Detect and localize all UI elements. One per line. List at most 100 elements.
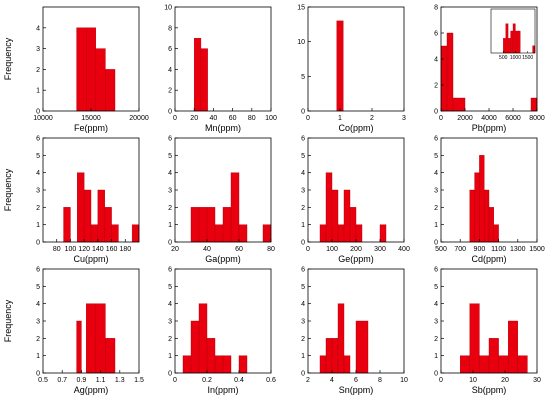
y-tick-label: 5 bbox=[434, 284, 438, 291]
histogram-bar bbox=[97, 189, 105, 243]
y-tick-label: 1 bbox=[301, 353, 305, 360]
y-tick-label: 2 bbox=[434, 336, 438, 343]
y-tick-label: 0 bbox=[434, 109, 438, 116]
chart-panel-sbppm: 0 10 20 30 0 1 2 3 4 5 6 Sb(ppm) bbox=[434, 267, 541, 396]
y-tick-label: 6 bbox=[434, 267, 438, 274]
y-tick-label: 5 bbox=[434, 153, 438, 160]
x-tick-label: 0.4 bbox=[234, 377, 244, 384]
inset-bar bbox=[512, 23, 516, 54]
y-tick-label: 15 bbox=[297, 5, 305, 12]
histogram-bar bbox=[530, 97, 538, 112]
x-axis-label: Cu(ppm) bbox=[73, 254, 108, 264]
y-tick-label: 5 bbox=[301, 153, 305, 160]
x-tick-label: 3 bbox=[402, 115, 406, 122]
x-tick-label: 1300 bbox=[510, 246, 526, 253]
y-tick-label: 0 bbox=[36, 240, 40, 247]
x-axis-label: Ge(ppm) bbox=[338, 254, 374, 264]
y-tick-label: 0 bbox=[301, 109, 305, 116]
x-tick-label: 20000 bbox=[129, 115, 149, 122]
x-tick-label: 8000 bbox=[529, 115, 545, 122]
x-tick-label: 40 bbox=[203, 246, 211, 253]
histogram-bar bbox=[446, 32, 454, 112]
x-tick-label: 0 bbox=[306, 115, 310, 122]
x-tick-label: 20 bbox=[171, 246, 179, 253]
y-tick-label: 4 bbox=[36, 170, 40, 177]
y-tick-label: 0 bbox=[434, 371, 438, 378]
y-tick-label: 0 bbox=[168, 371, 172, 378]
histogram-bar bbox=[238, 224, 248, 243]
y-tick-label: 5 bbox=[301, 74, 305, 81]
x-tick-label: 1.5 bbox=[134, 377, 144, 384]
inset-frame bbox=[490, 8, 536, 54]
x-axis-label: Fe(ppm) bbox=[74, 123, 108, 133]
x-tick-label: 0 bbox=[439, 115, 443, 122]
x-axis-label: Co(ppm) bbox=[338, 123, 373, 133]
histogram-bar bbox=[131, 224, 140, 243]
x-tick-label: 80 bbox=[267, 246, 275, 253]
x-axis-label: In(ppm) bbox=[207, 385, 238, 395]
histogram-bar bbox=[83, 189, 92, 243]
y-tick-label: 2 bbox=[301, 336, 305, 343]
y-tick-label: 0 bbox=[301, 240, 305, 247]
x-tick-label: 300 bbox=[374, 246, 386, 253]
histogram-bar bbox=[214, 224, 224, 243]
x-tick-label: 120 bbox=[78, 246, 90, 253]
y-tick-label: 3 bbox=[36, 319, 40, 326]
y-tick-label: 1 bbox=[434, 222, 438, 229]
y-tick-label: 6 bbox=[168, 46, 172, 53]
y-tick-label: 0 bbox=[434, 240, 438, 247]
histogram-bar bbox=[190, 207, 200, 243]
y-tick-label: 6 bbox=[301, 267, 305, 274]
histogram-bar bbox=[95, 303, 106, 374]
histogram-bar bbox=[85, 303, 96, 374]
x-axis-label: Cd(ppm) bbox=[471, 254, 506, 264]
histogram-bar bbox=[337, 303, 345, 374]
chart-panel-agppm: 0.5 0.7 0.9 1.1 1.3 1.5 0 1 2 3 4 5 6 Ag(ppm) Frequenc… bbox=[3, 267, 144, 396]
x-axis-label: Mn(ppm) bbox=[205, 123, 241, 133]
y-tick-label: 4 bbox=[168, 301, 172, 308]
y-tick-label: 6 bbox=[301, 136, 305, 143]
histogram-bar bbox=[336, 20, 344, 112]
y-tick-label: 10 bbox=[297, 39, 305, 46]
x-tick-label: 80 bbox=[53, 246, 61, 253]
x-tick-label: 180 bbox=[119, 246, 131, 253]
y-tick-label: 3 bbox=[36, 188, 40, 195]
x-tick-label: 10 bbox=[469, 377, 477, 384]
histogram-bar bbox=[262, 224, 272, 243]
y-tick-label: 5 bbox=[36, 153, 40, 160]
histogram-bar bbox=[76, 320, 82, 374]
histogram-bar bbox=[469, 303, 480, 374]
x-tick-label: 1500 bbox=[529, 246, 545, 253]
histogram-bar bbox=[440, 45, 448, 112]
x-tick-label: 2000 bbox=[457, 115, 473, 122]
x-axis-label: Sb(ppm) bbox=[472, 385, 507, 395]
y-tick-label: 2 bbox=[434, 83, 438, 90]
chart-panel-coppm: 0 1 2 3 0 5 10 15 Co(ppm) bbox=[297, 5, 406, 134]
y-tick-label: 4 bbox=[36, 25, 40, 32]
x-tick-label: 0 bbox=[439, 377, 443, 384]
x-tick-label: 40 bbox=[210, 115, 218, 122]
histogram-bar bbox=[90, 224, 99, 243]
histogram-bar bbox=[76, 27, 87, 112]
x-tick-label: 100 bbox=[265, 115, 277, 122]
x-tick-label: 100 bbox=[326, 246, 338, 253]
histogram-bar bbox=[222, 355, 232, 374]
x-tick-label: 700 bbox=[454, 246, 466, 253]
y-tick-label: 2 bbox=[168, 205, 172, 212]
histogram-bar bbox=[206, 207, 216, 243]
histogram-bar bbox=[222, 207, 232, 243]
y-tick-label: 0 bbox=[36, 109, 40, 116]
y-tick-label: 1 bbox=[36, 88, 40, 95]
histogram-bar bbox=[460, 355, 471, 374]
x-tick-label: 8 bbox=[378, 377, 382, 384]
histogram-bar bbox=[230, 172, 240, 243]
y-tick-label: 3 bbox=[168, 188, 172, 195]
y-tick-label: 4 bbox=[36, 301, 40, 308]
y-tick-label: 0 bbox=[301, 371, 305, 378]
histogram-bar bbox=[484, 189, 490, 243]
y-tick-label: 6 bbox=[168, 136, 172, 143]
histogram-bar bbox=[488, 207, 495, 243]
histogram-bar bbox=[77, 172, 85, 243]
histogram-bar bbox=[498, 355, 509, 374]
